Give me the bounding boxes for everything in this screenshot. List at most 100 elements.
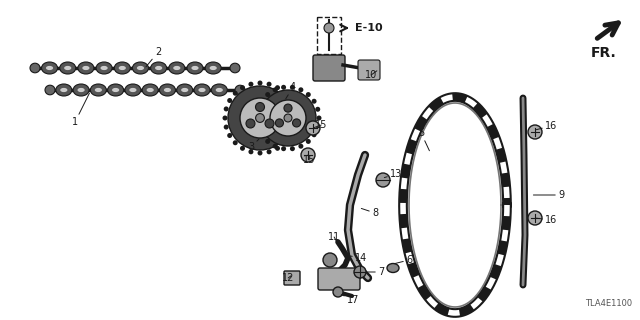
Circle shape: [257, 150, 262, 156]
Ellipse shape: [292, 119, 301, 127]
Circle shape: [284, 114, 292, 122]
Circle shape: [317, 116, 321, 121]
Ellipse shape: [42, 62, 58, 74]
Text: 16: 16: [536, 121, 557, 131]
Circle shape: [290, 146, 295, 151]
Circle shape: [528, 125, 542, 139]
Circle shape: [273, 87, 278, 92]
FancyBboxPatch shape: [318, 268, 360, 290]
Circle shape: [333, 287, 343, 297]
Ellipse shape: [187, 62, 203, 74]
Circle shape: [306, 121, 320, 135]
Circle shape: [260, 90, 316, 146]
Circle shape: [354, 266, 366, 278]
Text: 8: 8: [362, 208, 378, 218]
Text: 9: 9: [533, 190, 564, 200]
Text: 10: 10: [365, 70, 377, 80]
Circle shape: [281, 85, 286, 90]
Text: 11: 11: [328, 232, 340, 243]
Ellipse shape: [211, 84, 227, 96]
Circle shape: [265, 92, 270, 97]
Ellipse shape: [181, 88, 188, 92]
Ellipse shape: [73, 84, 89, 96]
Ellipse shape: [118, 66, 126, 70]
Ellipse shape: [77, 88, 84, 92]
Ellipse shape: [83, 66, 90, 70]
Circle shape: [528, 211, 542, 225]
Text: TLA4E1100: TLA4E1100: [585, 299, 632, 308]
Circle shape: [298, 87, 303, 92]
Text: 5: 5: [418, 128, 429, 151]
Circle shape: [259, 99, 264, 104]
Ellipse shape: [191, 66, 198, 70]
Circle shape: [292, 116, 298, 121]
Text: 13: 13: [385, 169, 403, 179]
Circle shape: [224, 107, 228, 111]
Circle shape: [248, 82, 253, 87]
Circle shape: [233, 140, 237, 145]
Ellipse shape: [96, 62, 112, 74]
Circle shape: [275, 85, 280, 90]
Circle shape: [224, 124, 228, 130]
Text: E-10: E-10: [355, 23, 383, 33]
Text: 7: 7: [367, 267, 384, 277]
Ellipse shape: [246, 119, 255, 128]
Circle shape: [323, 253, 337, 267]
Circle shape: [301, 148, 315, 162]
Circle shape: [282, 91, 287, 96]
Text: 4: 4: [285, 82, 296, 99]
Ellipse shape: [159, 84, 175, 96]
Circle shape: [233, 91, 237, 96]
Ellipse shape: [216, 88, 223, 92]
Ellipse shape: [205, 62, 221, 74]
Circle shape: [256, 107, 260, 112]
Circle shape: [282, 140, 287, 145]
Circle shape: [316, 107, 320, 112]
Ellipse shape: [129, 88, 136, 92]
Text: 16: 16: [536, 215, 557, 225]
Text: 17: 17: [341, 295, 360, 305]
Circle shape: [306, 92, 311, 97]
Ellipse shape: [46, 66, 53, 70]
Ellipse shape: [230, 63, 240, 73]
Circle shape: [288, 133, 293, 138]
Circle shape: [316, 124, 320, 129]
Ellipse shape: [78, 62, 94, 74]
Ellipse shape: [387, 263, 399, 273]
Text: 12: 12: [282, 273, 294, 283]
Ellipse shape: [164, 88, 171, 92]
Circle shape: [259, 132, 264, 137]
Circle shape: [281, 146, 286, 151]
Circle shape: [298, 144, 303, 149]
Circle shape: [227, 98, 232, 103]
Circle shape: [291, 124, 296, 130]
Ellipse shape: [198, 88, 205, 92]
Ellipse shape: [284, 104, 292, 112]
Circle shape: [266, 82, 271, 87]
Circle shape: [275, 146, 280, 151]
Ellipse shape: [100, 66, 108, 70]
Circle shape: [270, 100, 306, 136]
Ellipse shape: [125, 84, 141, 96]
Circle shape: [273, 144, 278, 149]
Circle shape: [240, 98, 280, 138]
Text: 15: 15: [314, 120, 328, 130]
Circle shape: [256, 124, 260, 129]
FancyBboxPatch shape: [284, 271, 300, 285]
Text: 14: 14: [346, 253, 367, 263]
Circle shape: [257, 81, 262, 85]
Circle shape: [266, 149, 271, 154]
Text: 3: 3: [248, 139, 259, 152]
Ellipse shape: [265, 119, 274, 128]
Circle shape: [288, 98, 293, 103]
Ellipse shape: [60, 88, 67, 92]
Ellipse shape: [209, 66, 217, 70]
Circle shape: [240, 85, 245, 90]
Ellipse shape: [115, 62, 131, 74]
Ellipse shape: [64, 66, 71, 70]
Ellipse shape: [155, 66, 162, 70]
Circle shape: [376, 173, 390, 187]
Ellipse shape: [235, 85, 245, 95]
Ellipse shape: [132, 62, 148, 74]
Text: 15: 15: [303, 154, 316, 165]
